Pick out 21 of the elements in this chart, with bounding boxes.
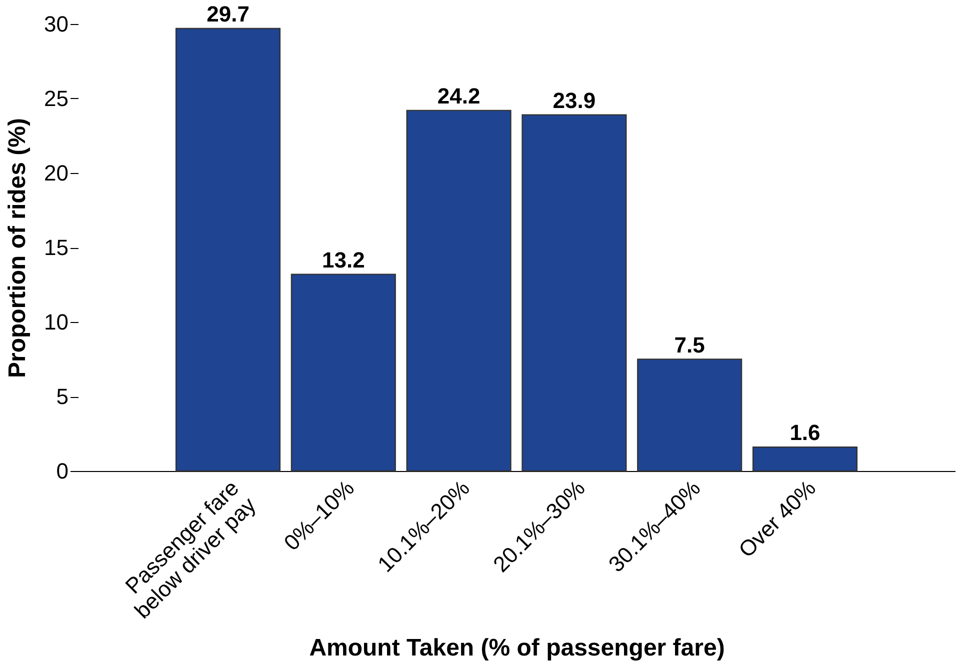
y-tick-label: 5 bbox=[56, 384, 68, 409]
x-axis-title: Amount Taken (% of passenger fare) bbox=[309, 634, 725, 662]
y-axis-title: Proportion of rides (%) bbox=[4, 118, 32, 378]
y-tick-label: 30 bbox=[44, 12, 68, 36]
data-label: 29.7 bbox=[206, 1, 250, 26]
y-tick-label: 25 bbox=[44, 86, 68, 111]
data-label: 13.2 bbox=[322, 247, 365, 272]
y-tick-label: 20 bbox=[44, 160, 68, 186]
data-label: 7.5 bbox=[674, 332, 705, 358]
bar bbox=[752, 446, 858, 472]
bar bbox=[175, 28, 281, 472]
bar bbox=[522, 114, 627, 472]
data-label: 1.6 bbox=[790, 420, 820, 446]
bar bbox=[637, 358, 742, 472]
y-tick-label: 0 bbox=[56, 458, 68, 484]
data-label: 23.9 bbox=[552, 88, 596, 113]
y-tick-label: 10 bbox=[44, 310, 68, 334]
data-label: 24.2 bbox=[437, 83, 480, 108]
bar bbox=[290, 274, 396, 472]
bar bbox=[406, 110, 512, 472]
y-tick-label: 15 bbox=[44, 235, 68, 260]
